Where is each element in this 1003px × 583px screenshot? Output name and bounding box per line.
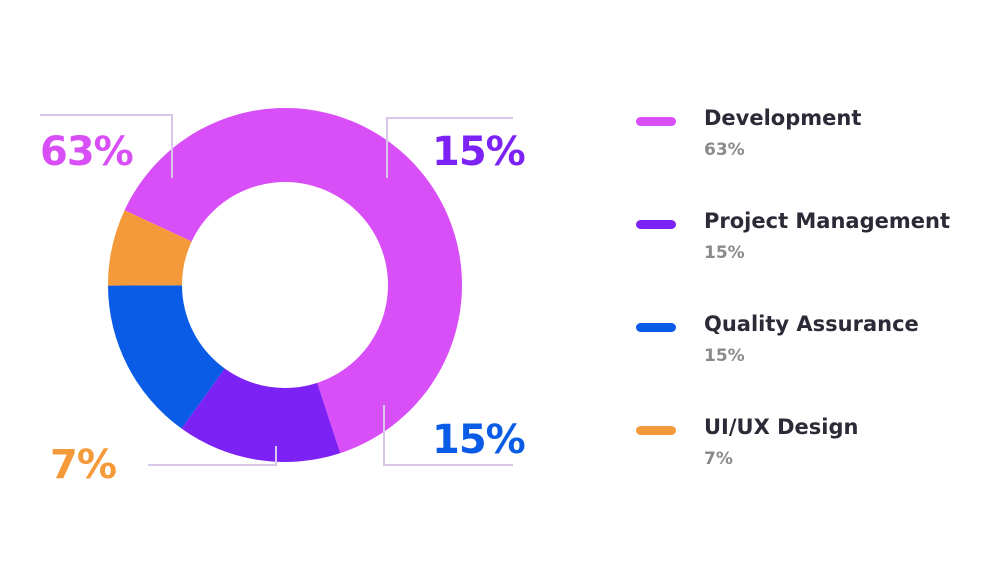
- slice-label-ui-ux-design: 7%: [50, 442, 116, 488]
- callout-project-management: [386, 117, 513, 178]
- legend-swatch-development: [636, 117, 676, 126]
- legend-value: 63%: [704, 140, 745, 160]
- slice-ui-ux-design: [108, 210, 192, 286]
- slice-quality-assurance: [108, 285, 225, 429]
- legend-name: Quality Assurance: [704, 312, 919, 336]
- donut-slices: [108, 108, 462, 462]
- slice-project-management: [181, 368, 341, 462]
- slice-label-development: 63%: [40, 129, 133, 175]
- callout-development: [40, 114, 173, 178]
- callout-quality-assurance: [383, 405, 513, 466]
- legend-name: UI/UX Design: [704, 415, 859, 439]
- legend-value: 7%: [704, 449, 733, 469]
- legend-swatch-project-management: [636, 220, 676, 229]
- legend-swatch-ui-ux-design: [636, 426, 676, 435]
- legend-value: 15%: [704, 243, 745, 263]
- slice-label-quality-assurance: 15%: [432, 417, 525, 463]
- legend-swatch-quality-assurance: [636, 323, 676, 332]
- slice-label-project-management: 15%: [432, 129, 525, 175]
- legend-name: Project Management: [704, 209, 950, 233]
- slice-development: [124, 108, 462, 454]
- legend-value: 15%: [704, 346, 745, 366]
- legend-name: Development: [704, 106, 862, 130]
- callout-ui-ux-design: [148, 446, 277, 466]
- callout-lines: [40, 114, 513, 466]
